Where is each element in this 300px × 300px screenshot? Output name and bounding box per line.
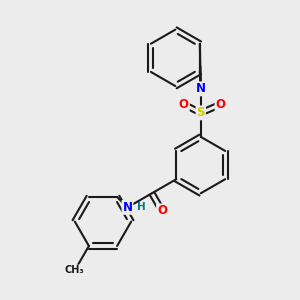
Text: H: H (137, 202, 146, 212)
Text: O: O (215, 98, 226, 111)
Text: N: N (196, 82, 206, 95)
Text: CH₃: CH₃ (65, 266, 85, 275)
Text: O: O (157, 204, 167, 218)
Text: S: S (196, 106, 205, 119)
Text: N: N (122, 201, 133, 214)
Text: O: O (179, 98, 189, 111)
